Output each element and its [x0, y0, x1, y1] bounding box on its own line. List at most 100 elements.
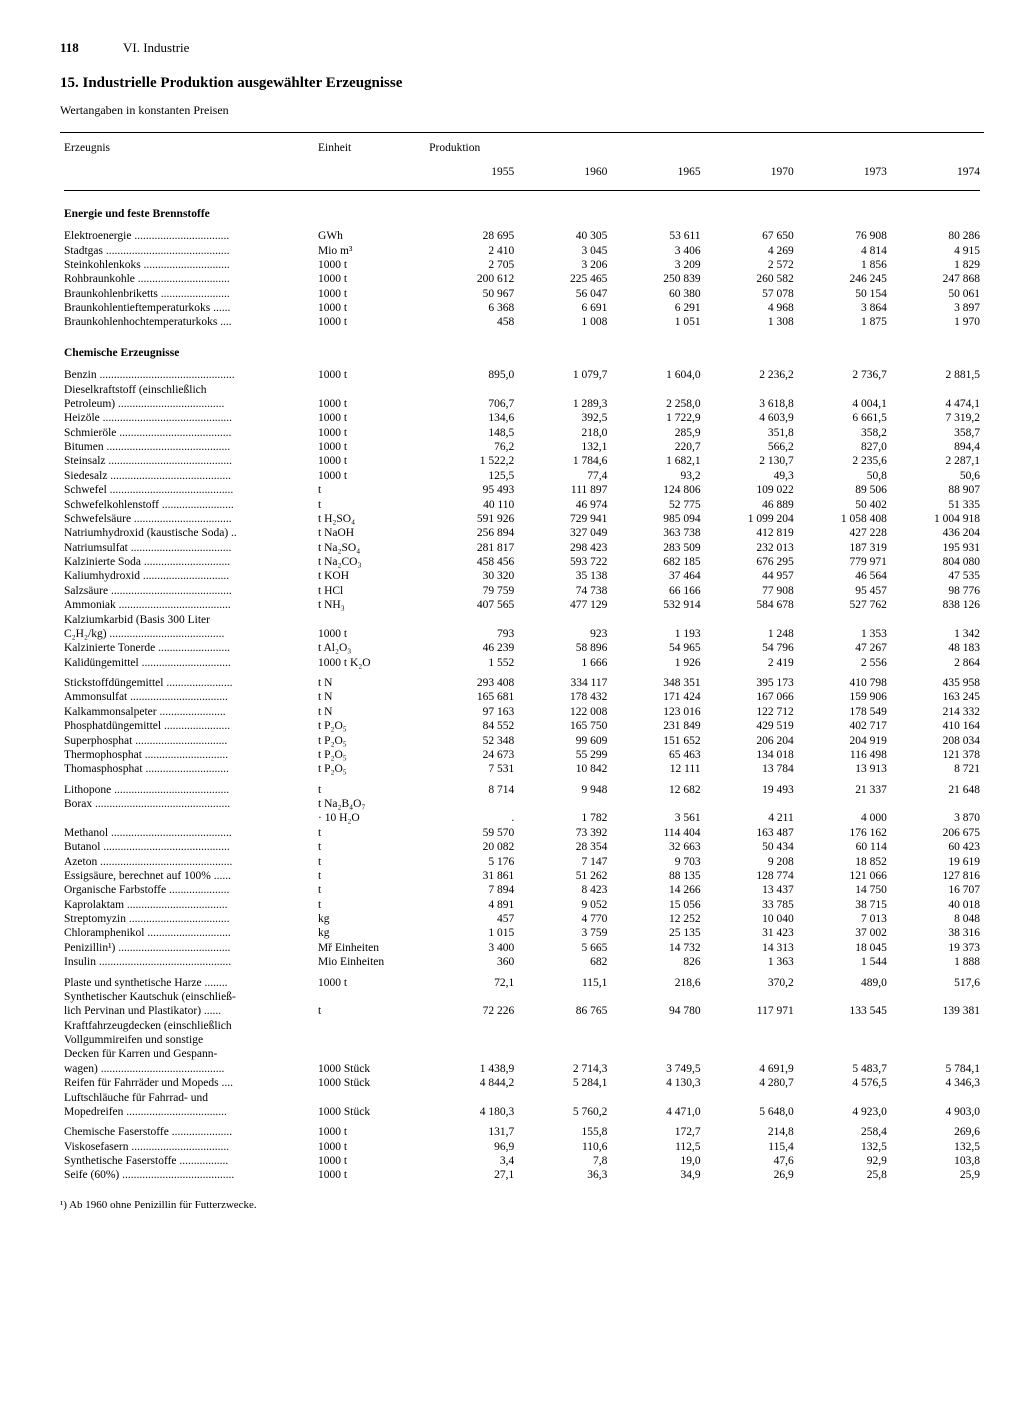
row-val: 50 154 — [798, 287, 891, 301]
row-val: 3 897 — [891, 301, 984, 315]
row-val — [891, 383, 984, 397]
row-name: Stickstoffdüngemittel ..................… — [60, 676, 314, 690]
row-name: Streptomyzin ...........................… — [60, 912, 314, 926]
row-val: 31 423 — [705, 926, 798, 940]
row-val: 115,1 — [518, 976, 611, 990]
row-val: 109 022 — [705, 483, 798, 497]
row-val: 1 058 408 — [798, 512, 891, 526]
row-val: 25 135 — [611, 926, 704, 940]
row-val: 27,1 — [425, 1168, 518, 1182]
table-row: Kalzinierte Tonerde ....................… — [60, 641, 984, 655]
row-val — [891, 797, 984, 811]
row-val: 134,6 — [425, 411, 518, 425]
row-val: 5 784,1 — [891, 1062, 984, 1076]
table-row: Kraftfahrzeugdecken (einschließlich — [60, 1019, 984, 1033]
row-val — [705, 383, 798, 397]
row-val: 3 864 — [798, 301, 891, 315]
row-val: 298 423 — [518, 541, 611, 555]
row-val — [611, 797, 704, 811]
row-name: Stadtgas ...............................… — [60, 244, 314, 258]
row-val: 923 — [518, 627, 611, 641]
row-val: 1 722,9 — [611, 411, 704, 425]
row-val: 167 066 — [705, 690, 798, 704]
row-name: Methanol ...............................… — [60, 826, 314, 840]
row-val: 79 759 — [425, 584, 518, 598]
row-val: 1 522,2 — [425, 454, 518, 468]
row-val: 47,6 — [705, 1154, 798, 1168]
row-unit: t Na₂B₄O₇ — [314, 797, 425, 811]
row-val: 3 870 — [891, 811, 984, 825]
table-row: Rohbraunkohle ..........................… — [60, 272, 984, 286]
row-val: 14 732 — [611, 941, 704, 955]
row-val: 458 456 — [425, 555, 518, 569]
table-row: Essigsäure, berechnet auf 100% ......t31… — [60, 869, 984, 883]
table-row: Borax ..................................… — [60, 797, 984, 811]
row-val: 477 129 — [518, 598, 611, 612]
table-row: Stadtgas ...............................… — [60, 244, 984, 258]
row-val: 1 666 — [518, 656, 611, 670]
row-val: 429 519 — [705, 719, 798, 733]
row-val: 2 419 — [705, 656, 798, 670]
row-val — [705, 1091, 798, 1105]
row-val: 10 842 — [518, 762, 611, 776]
row-name: Schwefel ...............................… — [60, 483, 314, 497]
row-val: 25,9 — [891, 1168, 984, 1182]
row-val — [798, 1047, 891, 1061]
table-row: Decken für Karren und Gespann- — [60, 1047, 984, 1061]
row-name: Kaprolaktam ............................… — [60, 898, 314, 912]
row-val: 3 759 — [518, 926, 611, 940]
row-val: 4 180,3 — [425, 1105, 518, 1119]
table-row: Vollgummireifen und sonstige — [60, 1033, 984, 1047]
row-unit: 1000 t — [314, 1140, 425, 1154]
row-val: 76 908 — [798, 229, 891, 243]
footnote: ¹) Ab 1960 ohne Penizillin für Futterzwe… — [60, 1199, 984, 1213]
row-val: 9 208 — [705, 855, 798, 869]
row-val: 2 287,1 — [891, 454, 984, 468]
row-unit: t Na₂SO₄ — [314, 541, 425, 555]
row-val: 76,2 — [425, 440, 518, 454]
row-name: Schwefelsäure ..........................… — [60, 512, 314, 526]
row-unit: t — [314, 498, 425, 512]
row-unit — [314, 1047, 425, 1061]
table-row: Plaste und synthetische Harze ........10… — [60, 976, 984, 990]
table-row: Braunkohlentieftemperaturkoks ......1000… — [60, 301, 984, 315]
row-val: 2 410 — [425, 244, 518, 258]
row-name: Butanol ................................… — [60, 840, 314, 854]
row-val: 123 016 — [611, 705, 704, 719]
row-val: 60 423 — [891, 840, 984, 854]
row-val: 334 117 — [518, 676, 611, 690]
row-val: 187 319 — [798, 541, 891, 555]
row-val: 52 775 — [611, 498, 704, 512]
row-val: 4 903,0 — [891, 1105, 984, 1119]
row-val: 77 908 — [705, 584, 798, 598]
row-unit: t NH₃ — [314, 598, 425, 612]
row-unit: t — [314, 483, 425, 497]
table-row: Elektroenergie .........................… — [60, 229, 984, 243]
row-val: 114 404 — [611, 826, 704, 840]
row-val — [611, 1033, 704, 1047]
row-val: 54 965 — [611, 641, 704, 655]
row-val: 19,0 — [611, 1154, 704, 1168]
row-val: 358,2 — [798, 426, 891, 440]
row-val: 6 368 — [425, 301, 518, 315]
row-unit — [314, 613, 425, 627]
row-val: 73 392 — [518, 826, 611, 840]
table-row: Benzin .................................… — [60, 368, 984, 382]
row-val: 66 166 — [611, 584, 704, 598]
row-name: Viskosefasern ..........................… — [60, 1140, 314, 1154]
row-val — [518, 990, 611, 1004]
row-val: 89 506 — [798, 483, 891, 497]
row-val: 60 380 — [611, 287, 704, 301]
table-row: Natriumhydroxid (kaustische Soda) ..t Na… — [60, 526, 984, 540]
row-val — [518, 797, 611, 811]
row-unit: t Al₂O₃ — [314, 641, 425, 655]
table-row: Viskosefasern ..........................… — [60, 1140, 984, 1154]
row-name: Azeton .................................… — [60, 855, 314, 869]
row-val — [611, 990, 704, 1004]
row-val: 584 678 — [705, 598, 798, 612]
row-val: 218,6 — [611, 976, 704, 990]
row-unit: 1000 t — [314, 627, 425, 641]
row-val: 77,4 — [518, 469, 611, 483]
row-name: Penizillin¹) ...........................… — [60, 941, 314, 955]
row-name: Vollgummireifen und sonstige — [60, 1033, 314, 1047]
